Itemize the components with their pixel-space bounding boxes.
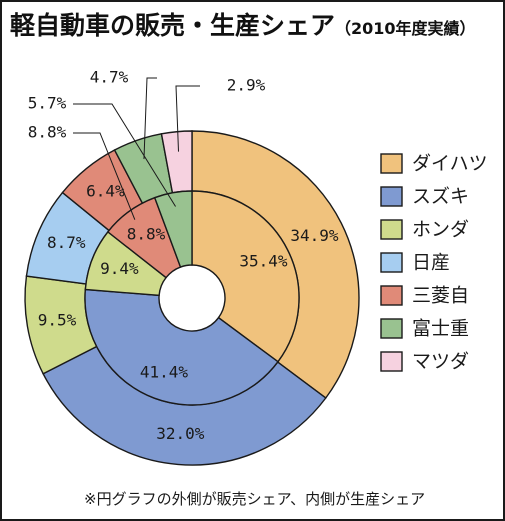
sales-leader-line-subaru xyxy=(143,77,157,160)
legend-swatch-mazda xyxy=(380,351,403,372)
legend-swatch-nissan xyxy=(380,252,403,273)
legend-label-honda: ホンダ xyxy=(412,219,469,241)
legend-label-nissan: 日産 xyxy=(412,252,450,274)
sales-label-mitsubishi: 6.4% xyxy=(86,181,125,200)
sales-label-honda: 9.5% xyxy=(38,311,77,330)
legend-swatch-suzuki xyxy=(380,186,403,207)
legend-label-suzuki: スズキ xyxy=(412,186,469,208)
legend-swatch-mitsubishi xyxy=(380,285,403,306)
production-slice-subaru xyxy=(153,190,193,268)
sales-leader-line-mazda xyxy=(175,85,200,152)
legend-swatch-honda xyxy=(380,219,403,240)
footnote: ※円グラフの外側が販売シェア、内側が生産シェア xyxy=(84,490,426,508)
sales-label-suzuki: 32.0% xyxy=(156,424,205,443)
legend-label-mitsubishi: 三菱自 xyxy=(412,285,469,307)
sales-label-nissan: 8.7% xyxy=(47,233,86,252)
chart-title: 軽自動車の販売・生産シェア xyxy=(10,11,336,40)
production-label-subaru: 5.7% xyxy=(28,94,67,113)
sales-label-mazda: 2.9% xyxy=(227,76,266,95)
chart-title-block: 軽自動車の販売・生産シェア（2010年度実績） xyxy=(10,6,476,42)
production-slice-suzuki xyxy=(84,288,279,406)
production-leader-line-subaru xyxy=(73,103,176,207)
legend-label-daihatsu: ダイハツ xyxy=(412,153,488,175)
production-label-mitsubishi: 8.8% xyxy=(127,224,166,243)
legend-label-mazda: マツダ xyxy=(412,351,469,373)
sales-label-subaru: 4.7% xyxy=(90,68,129,87)
production-label-suzuki: 41.4% xyxy=(140,362,189,381)
chart-subtitle: （2010年度実績） xyxy=(335,19,476,38)
production-label-mitsubishi: 8.8% xyxy=(28,123,67,142)
legend-swatch-subaru xyxy=(380,318,403,339)
production-label-honda: 9.4% xyxy=(100,259,139,278)
legend-label-subaru: 富士重 xyxy=(412,318,469,340)
production-slice-daihatsu xyxy=(191,190,300,363)
legend-swatch-daihatsu xyxy=(380,153,403,174)
production-leader-line-mitsubishi xyxy=(73,132,136,220)
sales-label-daihatsu: 34.9% xyxy=(290,226,339,245)
production-label-daihatsu: 35.4% xyxy=(239,252,288,271)
